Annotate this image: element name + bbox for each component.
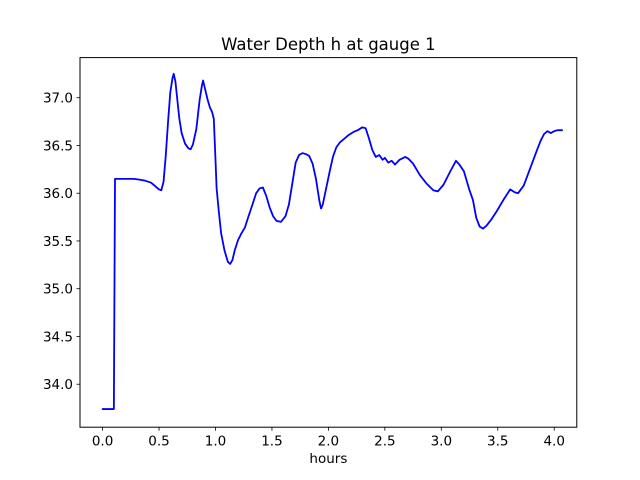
water-depth-series-line (101, 72, 564, 410)
x-tick-label: 1.0 (205, 434, 226, 450)
x-axis-ticks: 0.0 0.5 1.0 1.5 2.0 2.5 3.0 3.5 4.0 (92, 427, 565, 450)
y-tick-label: 37.0 (43, 91, 73, 107)
x-tick-label: 4.0 (543, 434, 564, 450)
y-tick-label: 35.0 (43, 282, 73, 298)
x-tick-label: 2.5 (374, 434, 395, 450)
plot-area-border (79, 57, 578, 428)
x-axis-label: hours (309, 451, 347, 467)
x-tick-label: 1.5 (261, 434, 282, 450)
x-tick-label: 0.5 (148, 434, 169, 450)
x-tick-label: 3.5 (487, 434, 508, 450)
y-tick-label: 36.0 (43, 186, 73, 202)
x-tick-label: 3.0 (431, 434, 452, 450)
x-tick-label: 0.0 (92, 434, 113, 450)
y-tick-label: 35.5 (43, 234, 73, 250)
x-tick-label: 2.0 (318, 434, 339, 450)
y-tick-label: 34.0 (43, 377, 73, 393)
y-axis-ticks: 34.0 34.5 35.0 35.5 36.0 36.5 37.0 (43, 91, 80, 393)
y-tick-label: 36.5 (43, 138, 73, 154)
chart-title: Water Depth h at gauge 1 (221, 35, 435, 54)
y-tick-label: 34.5 (43, 329, 73, 345)
